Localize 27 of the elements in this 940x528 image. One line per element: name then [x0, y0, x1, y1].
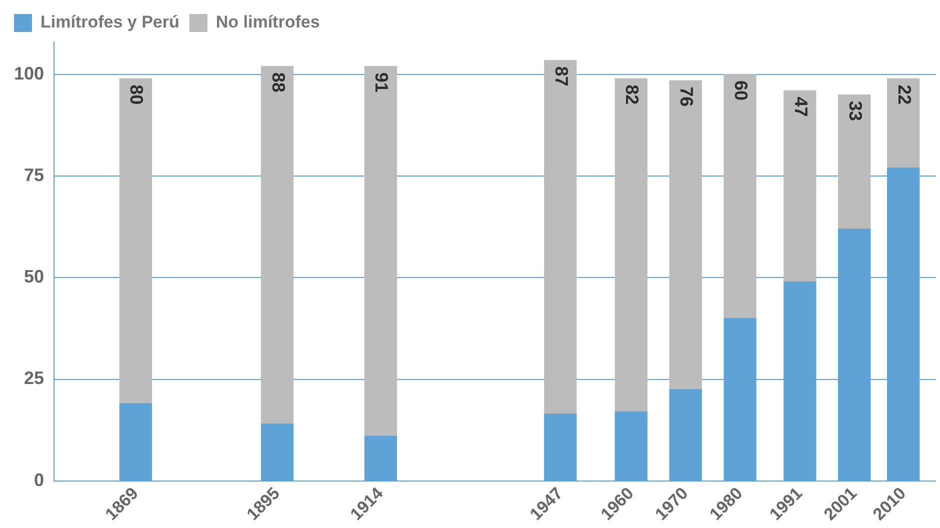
y-tick-label: 25 [24, 368, 44, 388]
y-tick-label: 75 [24, 165, 44, 186]
bar [364, 66, 398, 436]
data-label: 88 [268, 72, 288, 92]
data-label: 82 [622, 84, 642, 105]
bar [614, 78, 648, 412]
bar [784, 90, 816, 282]
bar [887, 78, 920, 168]
y-tick-label: 50 [24, 266, 44, 287]
data-label: 87 [551, 66, 572, 86]
bar [260, 66, 294, 424]
bar [544, 60, 577, 414]
data-label: 22 [894, 84, 914, 105]
y-tick-label: 100 [14, 63, 44, 84]
data-label: 76 [676, 86, 697, 107]
y-tick-label: 0 [34, 470, 44, 490]
legend-label: Limítrofes y Perú [40, 12, 180, 32]
data-label: 60 [731, 80, 752, 101]
bar [119, 78, 152, 404]
data-label: 33 [845, 100, 866, 121]
data-label: 80 [126, 84, 147, 105]
bar [724, 74, 756, 319]
legend-label: No limítrofes [216, 12, 320, 32]
bar [838, 94, 871, 230]
data-label: 47 [790, 96, 811, 117]
bar [669, 80, 702, 390]
data-label: 91 [372, 72, 392, 92]
